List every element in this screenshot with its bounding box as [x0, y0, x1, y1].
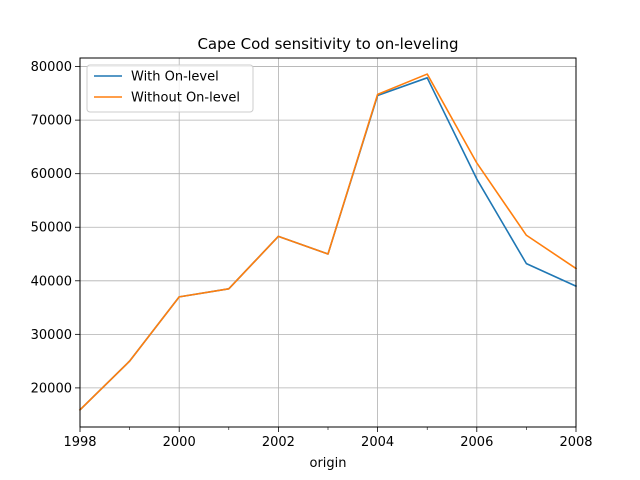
y-tick-label: 30000	[31, 328, 72, 343]
x-tick-label: 2000	[163, 435, 196, 450]
x-tick-label: 2004	[361, 435, 394, 450]
legend-label-1: With On-level	[131, 70, 219, 85]
y-tick-label: 20000	[31, 381, 72, 396]
series-line-2	[78, 73, 578, 411]
y-tick-label: 50000	[31, 221, 72, 236]
axis-ticks: 1998 2000 2002 2004 2006 2008 20000 30000 40000 5…	[31, 60, 593, 450]
y-tick-label: 70000	[31, 114, 72, 129]
x-tick-label: 1998	[63, 435, 96, 450]
x-tick-label: 2008	[559, 435, 592, 450]
legend-label-2: Without On-level	[131, 91, 240, 106]
x-tick-label: 2002	[262, 435, 295, 450]
y-tick-label: 60000	[31, 167, 72, 182]
x-axis-label: origin	[309, 456, 346, 471]
chart-title: Cape Cod sensitivity to on-leveling	[197, 35, 458, 53]
legend-box	[86, 64, 254, 113]
y-tick-label: 80000	[31, 60, 72, 75]
grid	[79, 58, 577, 427]
series-lines	[78, 73, 578, 411]
legend: With On-level Without On-level	[86, 64, 254, 113]
y-tick-label: 40000	[31, 274, 72, 289]
x-tick-label: 2006	[460, 435, 493, 450]
